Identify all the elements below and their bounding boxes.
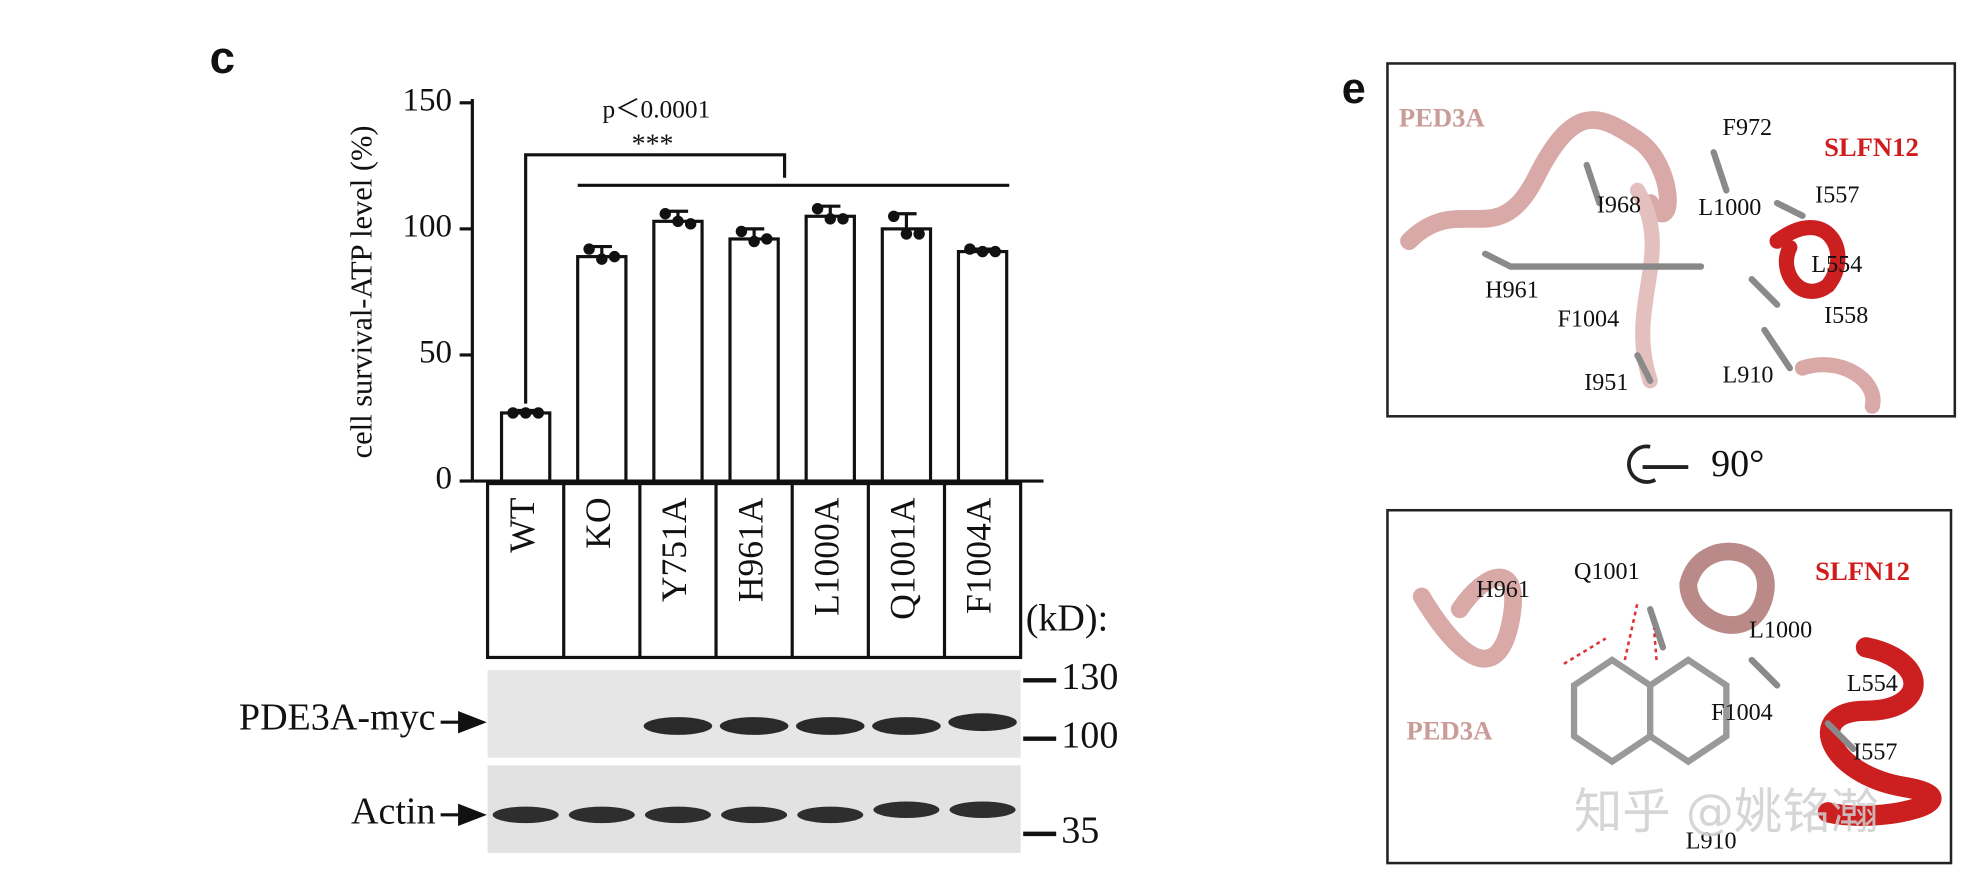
residue-label: SLFN12: [1815, 556, 1910, 586]
row-label: PDE3A-myc: [239, 697, 436, 739]
p-value: p＜0.0001: [602, 96, 710, 124]
rotate-icon: [1627, 444, 1689, 484]
data-point: [583, 243, 595, 255]
bar: [880, 227, 933, 483]
error-bar: [896, 212, 917, 229]
y-tick-label: 50: [419, 335, 452, 371]
band: [643, 717, 713, 735]
band: [797, 806, 864, 824]
bar: [576, 255, 628, 483]
data-point: [964, 243, 976, 255]
data-point: [608, 250, 621, 263]
residue-label: L910: [1686, 828, 1737, 854]
data-point: [684, 218, 697, 230]
data-point: [989, 245, 1001, 258]
marker: 100: [1061, 714, 1118, 756]
band: [492, 806, 559, 824]
band: [948, 713, 1017, 732]
residue-label: I557: [1853, 739, 1897, 765]
row-label: Actin: [351, 791, 436, 833]
unit: (kD):: [1026, 598, 1108, 640]
band: [721, 806, 788, 824]
y-tick-label: 0: [436, 461, 453, 497]
x-tick-label: Q1001A: [883, 497, 923, 620]
residue-label: Q1001: [1574, 559, 1640, 585]
x-tick-label: F1004A: [959, 497, 999, 614]
residue-label: L1000: [1698, 195, 1761, 221]
residue-label: I558: [1824, 303, 1868, 329]
x-tick-label: L1000A: [806, 497, 846, 616]
data-point: [659, 208, 671, 220]
bar: [956, 249, 1009, 483]
x-tick-label: WT: [502, 497, 542, 553]
residue-label: PED3A: [1399, 103, 1486, 133]
residue-label: H961: [1485, 277, 1539, 303]
residue-label: F1004: [1711, 700, 1773, 726]
residue-label: L554: [1847, 671, 1898, 697]
data-point: [824, 213, 836, 225]
ribbons: [1400, 111, 1942, 826]
bar: [499, 411, 552, 483]
data-point: [761, 233, 773, 245]
y-tick-label: 150: [403, 82, 453, 118]
watermark: 知乎 @姚铭瀚: [1574, 784, 1879, 840]
residue-label: H961: [1476, 577, 1530, 603]
arrow: [440, 803, 487, 827]
residue-label: F1004: [1558, 307, 1620, 333]
marker: 130: [1061, 656, 1118, 698]
marker: 35: [1061, 810, 1099, 852]
data-point: [507, 407, 519, 419]
residue-label: L554: [1811, 252, 1862, 278]
structure-view: [1386, 62, 1957, 418]
data-point: [976, 245, 989, 258]
residue-label: I557: [1815, 182, 1859, 208]
residue-label: I968: [1597, 192, 1641, 218]
residue-label: L1000: [1749, 618, 1812, 644]
x-tick-label: H961A: [730, 497, 770, 602]
band: [949, 801, 1016, 819]
data-point: [913, 228, 925, 240]
data-point: [748, 235, 760, 248]
band: [568, 806, 635, 824]
data-point: [811, 203, 824, 215]
residue-label: PED3A: [1407, 716, 1494, 746]
data-point: [532, 407, 545, 419]
data-point: [672, 215, 684, 228]
band: [644, 806, 711, 824]
y-axis-label: cell survival-ATP level (%): [344, 125, 378, 458]
bar: [652, 219, 704, 483]
data-point: [519, 407, 532, 419]
data-point: [596, 253, 608, 265]
residue-label: L910: [1723, 362, 1774, 388]
residue-label: I951: [1584, 370, 1628, 396]
bracket: [524, 153, 787, 404]
rotation: 90°: [1711, 443, 1764, 485]
blot-panel: [487, 670, 1021, 758]
structure-view: [1386, 508, 1953, 865]
band: [873, 801, 940, 819]
data-point: [837, 213, 849, 225]
band: [719, 717, 789, 735]
data-point: [900, 228, 913, 240]
band: [796, 717, 865, 735]
label-table: [485, 481, 1023, 660]
x-tick-label: KO: [578, 498, 618, 549]
y-tick-label: 100: [403, 208, 453, 244]
data-point: [888, 210, 900, 222]
panel-label: e: [1342, 65, 1366, 113]
bar: [804, 214, 856, 483]
bar: [728, 237, 780, 483]
x-tick-label: Y751A: [654, 497, 694, 602]
band: [872, 717, 941, 735]
residue-label: SLFN12: [1824, 132, 1919, 162]
residue-label: F972: [1723, 115, 1773, 141]
arrow: [440, 710, 487, 734]
data-point: [735, 225, 748, 238]
panel-label: c: [210, 32, 235, 83]
h-bond: [1563, 602, 1658, 665]
